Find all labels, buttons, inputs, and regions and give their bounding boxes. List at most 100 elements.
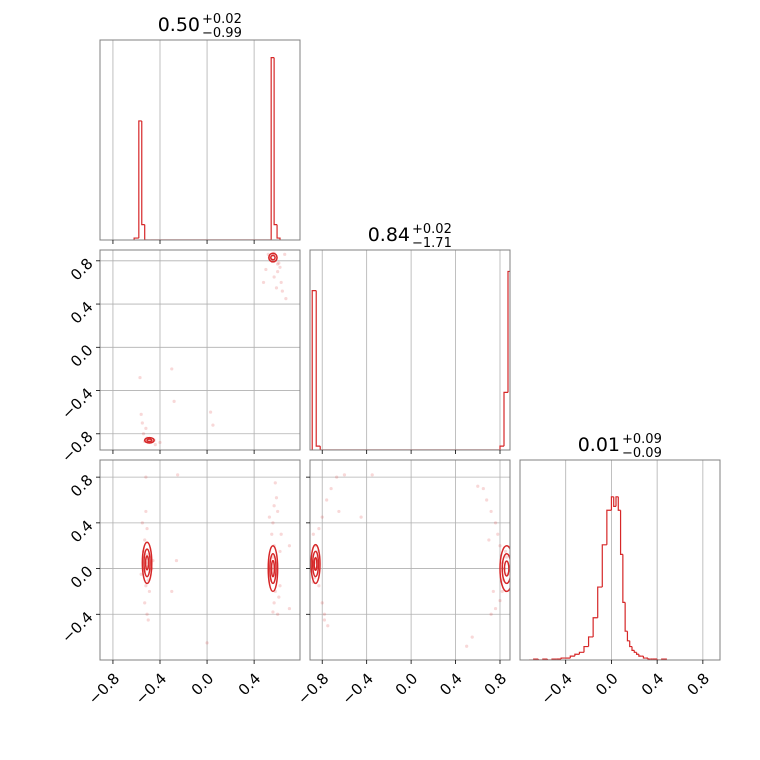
scatter-p0-p2-point-9 [145, 526, 149, 531]
histogram-p2-bin-13 [587, 636, 594, 647]
scatter-p0-p2-point-26 [271, 521, 275, 525]
scatter-p1-p2-xtick-label-0: −0.8 [294, 670, 332, 708]
scatter-p0-p1-point-12 [279, 280, 283, 285]
scatter-p1-p2-point-30 [500, 589, 504, 594]
title-p2: 0.01 +0.09 −0.09 [578, 432, 662, 461]
scatter-p1-p2-point-24 [498, 544, 502, 548]
scatter-p1-p2-frame [309, 459, 511, 661]
scatter-p1-p2-xtick-label-3: 0.4 [436, 670, 466, 700]
histogram-p2-bin-4 [546, 659, 552, 660]
scatter-p1-p2-point-13 [325, 498, 329, 502]
scatter-p0-p1-point-36 [211, 423, 215, 427]
scatter-p0-p1-point-11 [276, 270, 280, 274]
histogram-p2-bin-18 [610, 496, 614, 511]
histogram-p0-bin-6 [270, 57, 275, 240]
histogram-p2-bin-11 [578, 651, 584, 655]
scatter-p0-p1-ytick-label-1: −0.4 [58, 384, 96, 422]
scatter-p1-p2-point-14 [329, 486, 333, 491]
scatter-p0-p2-point-37 [279, 532, 283, 536]
scatter-p0-p2-panel: −0.8 −0.4 0.0 0.4−0.40.00.40.8 [58, 459, 301, 708]
contour-p0-p2-0 [141, 541, 153, 585]
scatter-p1-p2-point-29 [481, 486, 485, 491]
histogram-p2-bin-12 [583, 645, 589, 653]
scatter-p0-p2-point-40 [287, 606, 292, 611]
scatter-p0-p1-ytick-label-2: 0.0 [67, 341, 97, 371]
scatter-p0-p1-frame [99, 249, 301, 451]
histogram-p1-panel [309, 249, 511, 454]
scatter-p1-p2-point-18 [311, 532, 315, 536]
scatter-p1-p2-point-27 [489, 509, 493, 514]
scatter-p0-p2-ytick-label-3: 0.8 [67, 471, 97, 501]
histogram-p1-bin-5 [503, 391, 508, 447]
histogram-p2-bin-10 [574, 653, 580, 657]
histogram-p1-bin-0 [311, 290, 317, 450]
histogram-p2-bin-26 [629, 640, 632, 648]
scatter-p1-p2-point-10 [326, 624, 330, 628]
histogram-p2-bin-22 [619, 510, 623, 555]
scatter-p0-p1-point-18 [283, 252, 287, 256]
histogram-p0-frame [99, 39, 301, 241]
scatter-p1-p2-point-19 [337, 509, 341, 514]
histogram-p2-bin-34 [647, 658, 651, 660]
histogram-p2-bin-7 [560, 657, 566, 660]
histogram-p1-frame [309, 249, 511, 451]
scatter-p0-p2-point-41 [176, 473, 180, 477]
histogram-p2-xtick-label-3: 0.8 [684, 670, 714, 700]
histogram-p2-bin-14 [592, 617, 598, 637]
histogram-p2-bin-21 [617, 496, 621, 511]
scatter-p0-p1-ytick-label-4: 0.8 [67, 255, 97, 285]
title-p2-plus: +0.09 [622, 432, 662, 447]
scatter-p0-p2-point-35 [272, 504, 276, 508]
scatter-p1-p2-point-41 [470, 635, 474, 639]
scatter-p0-p1-point-28 [140, 421, 144, 425]
scatter-p0-p2-point-39 [287, 544, 292, 548]
histogram-p0-bin-8 [276, 224, 281, 240]
scatter-p0-p2-xtick-label-3: 0.4 [235, 670, 265, 700]
scatter-p0-p1-point-13 [280, 289, 284, 293]
scatter-p0-p2-point-32 [278, 549, 282, 554]
scatter-p0-p1-ytick-label-3: 0.4 [67, 298, 97, 328]
scatter-p0-p1-ytick-label-0: −0.8 [58, 428, 96, 466]
scatter-p0-p2-ytick-label-2: 0.4 [67, 517, 97, 547]
histogram-p0-bins [133, 57, 281, 240]
scatter-p1-p2-point-23 [503, 549, 508, 554]
scatter-p0-p1-point-27 [144, 426, 148, 430]
title-p1-plus: +0.02 [412, 222, 452, 237]
scatter-p0-p1-point-6 [276, 262, 280, 266]
scatter-p0-p1-point-33 [170, 367, 174, 371]
scatter-p1-p2-point-11 [317, 526, 321, 531]
scatter-p0-p2-point-33 [278, 584, 282, 588]
scatter-p1-p2-point-12 [320, 515, 324, 519]
histogram-p2-bin-30 [638, 654, 642, 657]
histogram-p2-bin-15 [597, 586, 603, 618]
title-p2-value: 0.01 [578, 434, 620, 456]
histogram-p2-bin-19 [613, 496, 616, 507]
title-p0-plus: +0.02 [202, 12, 242, 27]
title-p2-minus: −0.09 [622, 446, 662, 461]
scatter-p1-p2-point-42 [359, 515, 363, 519]
scatter-p0-p1-panel: −0.8 −0.4 0.0 0.4 0.8 [58, 249, 301, 466]
contour-p0-p2-1 [143, 548, 151, 578]
histogram-p0-bin-0 [133, 237, 139, 240]
histogram-p1-bin-1 [315, 290, 321, 447]
scatter-p1-p2-point-39 [370, 473, 374, 477]
scatter-p0-p1-point-35 [208, 410, 213, 414]
scatter-p1-p2-point-8 [320, 601, 324, 605]
scatter-p0-p2-point-43 [170, 589, 174, 594]
contour-p0-p2-2 [144, 555, 150, 571]
scatter-p0-p2-point-38 [271, 610, 275, 614]
histogram-p2-frame [519, 459, 721, 661]
scatter-p1-p2-panel: −0.8 −0.4 0.0 0.4 0.8 [294, 459, 511, 708]
scatter-p0-p1-point-10 [272, 275, 276, 279]
histogram-p2-xtick-label-1: 0.0 [592, 670, 622, 700]
title-p0: 0.50 +0.02 −0.99 [158, 12, 242, 41]
scatter-p0-p2-point-14 [140, 521, 144, 525]
histogram-p0-panel [99, 39, 301, 244]
histogram-p0-bin-7 [273, 57, 278, 226]
scatter-p0-p2-point-29 [274, 496, 279, 500]
title-p1: 0.84 +0.02 −1.71 [368, 222, 452, 251]
histogram-p2-bin-2 [537, 659, 543, 660]
histogram-p2-bin-32 [642, 656, 646, 659]
scatter-p0-p2-point-11 [143, 601, 147, 605]
scatter-p0-p2-point-36 [277, 595, 281, 599]
